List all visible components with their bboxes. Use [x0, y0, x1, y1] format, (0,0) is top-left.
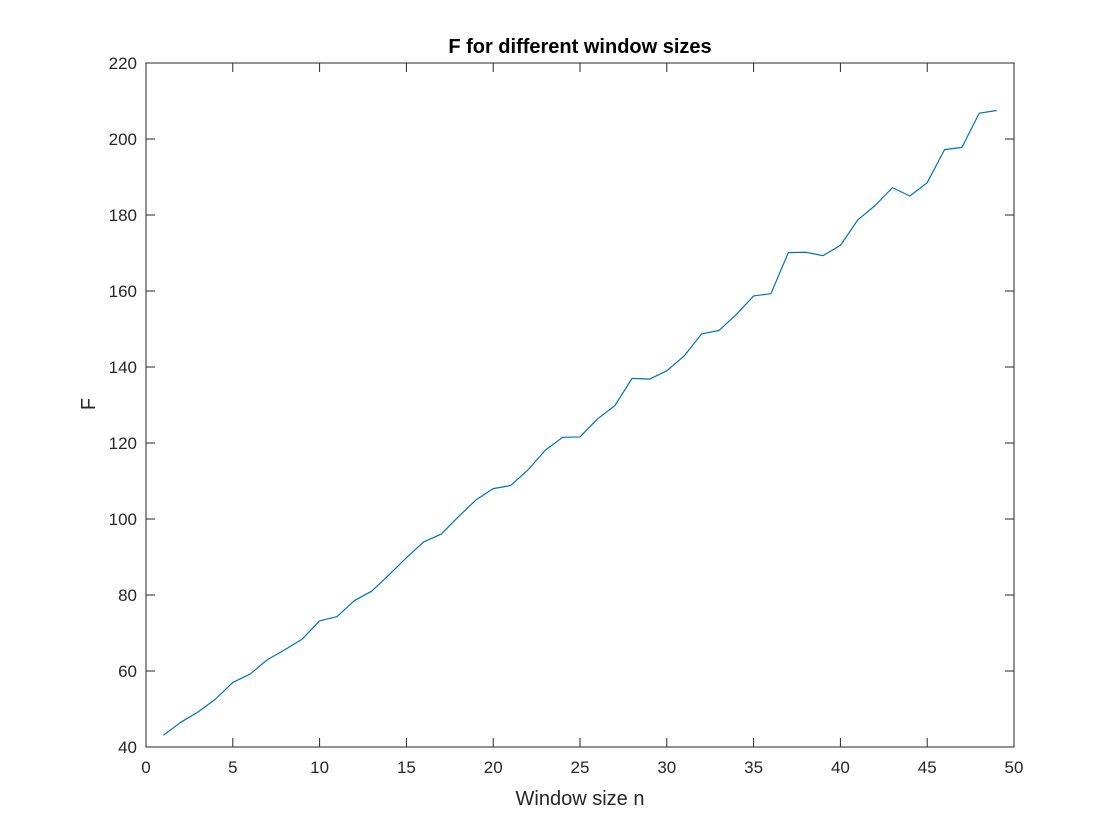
y-tick-label: 180 [109, 206, 137, 225]
chart-title: F for different window sizes [448, 36, 711, 58]
x-tick-label: 5 [228, 758, 237, 777]
x-axis-ticks: 0 5 10 15 20 25 30 35 40 45 50 [141, 63, 1023, 777]
y-tick-label: 140 [109, 358, 137, 377]
y-axis-label: F [78, 398, 100, 410]
y-tick-label: 120 [109, 434, 137, 453]
x-tick-label: 0 [141, 758, 150, 777]
y-tick-label: 220 [109, 54, 137, 73]
y-tick-label: 60 [118, 662, 137, 681]
x-tick-label: 25 [571, 758, 590, 777]
plot-frame [145, 62, 1015, 748]
x-tick-label: 40 [831, 758, 850, 777]
x-axis-label: Window size n [516, 788, 645, 810]
series-line-1 [163, 109, 997, 736]
x-tick-label: 35 [744, 758, 763, 777]
x-tick-label: 10 [310, 758, 329, 777]
x-tick-label: 30 [657, 758, 676, 777]
y-tick-label: 80 [118, 586, 137, 605]
x-tick-label: 15 [397, 758, 416, 777]
series-layer [163, 109, 997, 736]
x-tick-label: 45 [918, 758, 937, 777]
x-tick-label: 20 [484, 758, 503, 777]
y-tick-label: 160 [109, 282, 137, 301]
y-tick-label: 40 [118, 738, 137, 757]
y-tick-label: 100 [109, 510, 137, 529]
x-tick-label: 50 [1005, 758, 1024, 777]
y-axis-ticks: 40 60 80 100 120 140 160 180 200 220 [109, 54, 1014, 757]
y-tick-label: 200 [109, 130, 137, 149]
plot-area [145, 62, 1015, 748]
